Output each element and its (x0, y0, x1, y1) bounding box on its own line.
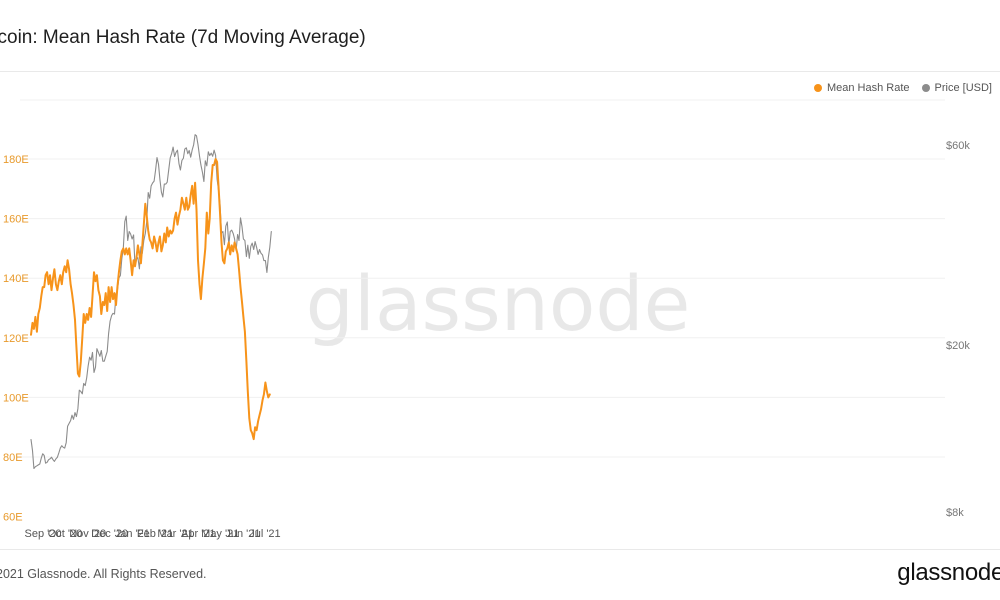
x-tick-label: Nov '20 (69, 528, 106, 540)
legend-label: Price [USD] (934, 82, 992, 94)
hash-rate-legend-dot-icon (813, 84, 822, 92)
y-left-tick-label: 60E (3, 512, 23, 524)
y-right-tick-label: $8k (946, 507, 964, 519)
y-left-tick-label: 140E (3, 273, 29, 285)
y-left-tick-label: 180E (3, 154, 29, 166)
watermark: glassnode (306, 259, 691, 348)
x-tick-label: Oct '20 (48, 528, 83, 540)
x-tick-label: Apr '21 (181, 528, 216, 540)
y-left-tick-label: 120E (3, 333, 29, 345)
price-legend-dot-icon (921, 84, 930, 92)
y-right-tick-label: $20k (946, 340, 970, 352)
legend-item-hash-rate[interactable]: Mean Hash Rate (813, 82, 910, 94)
y-left-tick-label: 160E (3, 214, 29, 226)
series-line-hash-rate (30, 158, 271, 441)
y-right-tick-label: $60k (946, 140, 970, 152)
header-divider (0, 71, 1000, 72)
legend-label: Mean Hash Rate (826, 82, 910, 94)
x-tick-label: May '21 (201, 528, 239, 540)
legend-item-price[interactable]: Price [USD] (921, 82, 992, 94)
y-left-tick-label: 100E (3, 392, 29, 404)
x-tick-label: Jul '21 (249, 528, 280, 540)
chart-legend: Mean Hash Rate Price [USD] (813, 82, 992, 94)
y-left-tick-label: 80E (3, 452, 23, 464)
series-line-price (30, 134, 272, 470)
copyright-text: 2021 Glassnode. All Rights Reserved. (0, 567, 207, 581)
x-tick-label: Jan '21 (115, 528, 150, 540)
chart-title: itcoin: Mean Hash Rate (7d Moving Averag… (0, 27, 366, 48)
x-tick-label: Jun '21 (225, 528, 260, 540)
x-tick-label: Sep '20 (25, 528, 62, 540)
x-tick-label: Feb '21 (137, 528, 173, 540)
glassnode-logo: glassnode (897, 559, 1000, 586)
x-tick-label: Mar '21 (157, 528, 193, 540)
footer-divider (0, 549, 1000, 550)
x-tick-label: Dec '20 (91, 528, 128, 540)
